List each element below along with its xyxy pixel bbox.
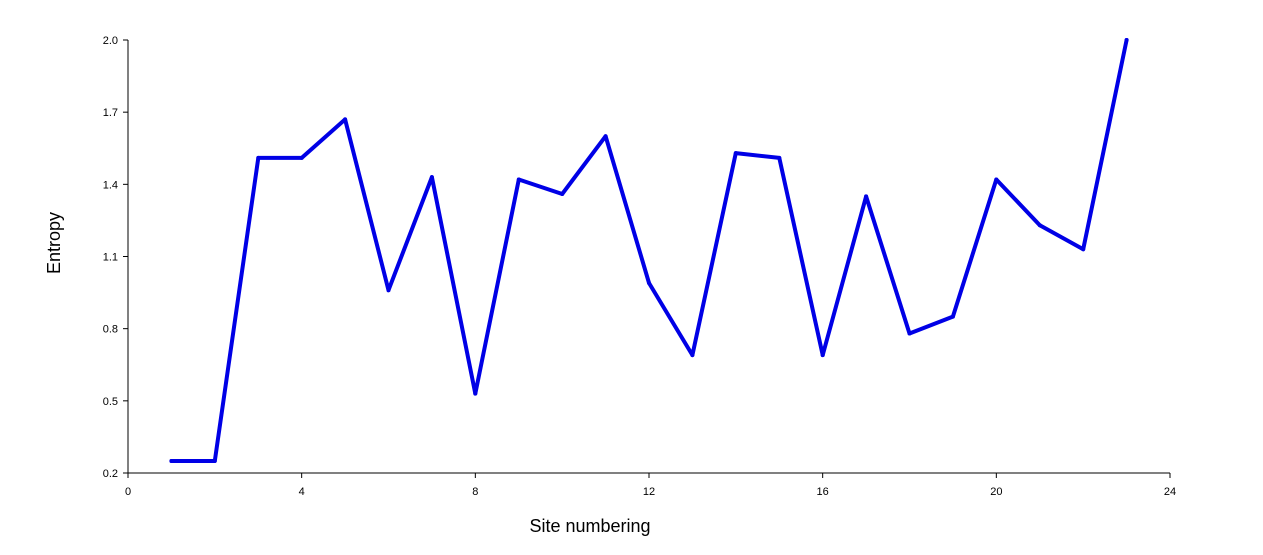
y-tick-label: 0.8: [103, 324, 118, 336]
data-point: [212, 459, 217, 463]
y-tick-label: 1.7: [103, 107, 118, 119]
x-tick-label: 8: [472, 486, 478, 498]
data-point: [299, 155, 304, 160]
data-point: [1037, 223, 1042, 228]
data-point: [907, 331, 912, 336]
series-line: [169, 38, 1129, 463]
y-tick-label: 1.4: [103, 179, 118, 191]
x-tick-label: 20: [990, 486, 1002, 498]
x-tick-label: 4: [299, 486, 305, 498]
axes: 0 4 8 12 16 20 24 0.2 0.5 0.8 1.1 1.4 1.7 2.0: [103, 35, 1176, 498]
data-point: [733, 151, 738, 156]
data-point: [1081, 247, 1086, 252]
data-point: [603, 134, 608, 139]
y-tick-label: 1.1: [103, 252, 118, 264]
data-point: [820, 353, 825, 358]
y-tick-label: 0.2: [103, 468, 118, 480]
data-point: [647, 281, 651, 285]
x-axis-title: Site numbering: [529, 516, 650, 536]
data-point: [1124, 38, 1129, 42]
x-tick-label: 24: [1164, 486, 1176, 498]
y-tick-label: 2.0: [103, 35, 118, 47]
y-axis-title: Entropy: [44, 212, 64, 274]
x-tick-label: 16: [817, 486, 829, 498]
data-point: [777, 155, 782, 160]
data-point: [343, 117, 348, 122]
x-tick-label: 12: [643, 486, 655, 498]
data-point: [560, 192, 565, 196]
data-point: [429, 175, 434, 180]
y-tick-label: 0.5: [103, 396, 118, 408]
data-point: [386, 288, 391, 293]
data-point: [256, 155, 261, 160]
data-point: [994, 177, 999, 182]
data-point: [473, 391, 478, 396]
data-point: [169, 459, 174, 463]
data-point: [950, 314, 955, 319]
data-point: [864, 194, 869, 199]
x-tick-label: 0: [125, 486, 131, 498]
data-point: [516, 177, 521, 182]
plot-area: [169, 38, 1129, 463]
data-point: [690, 353, 695, 358]
